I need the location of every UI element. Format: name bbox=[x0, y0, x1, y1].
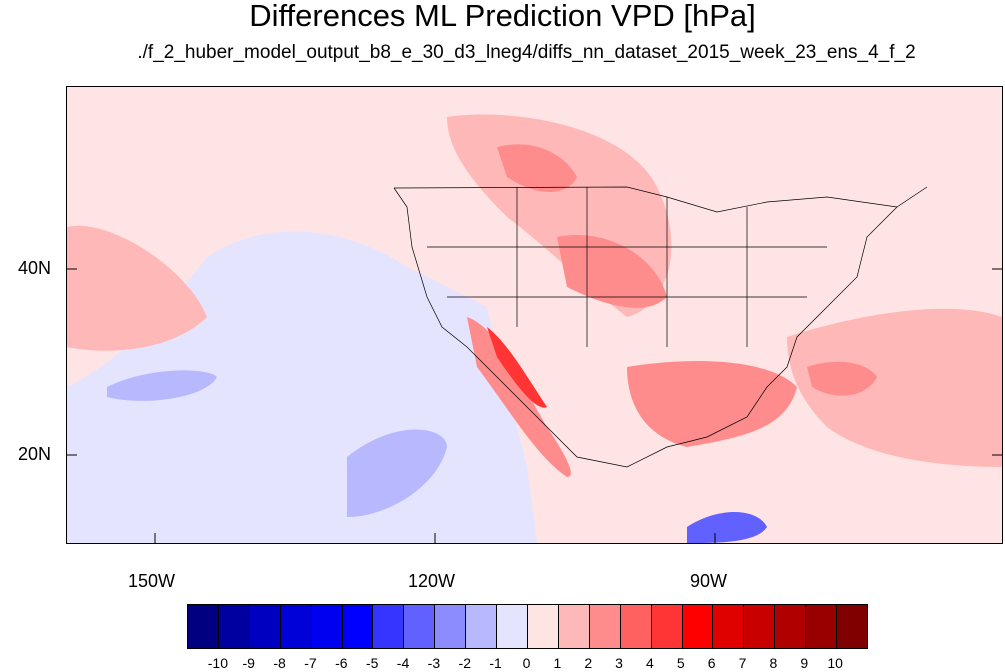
negative-anomaly-hawaii-east bbox=[107, 370, 217, 401]
colorbar-tick-label: -8 bbox=[273, 655, 286, 671]
negative-anomaly-pacific-south bbox=[347, 429, 447, 517]
colorbar-tick-label: -6 bbox=[335, 655, 348, 671]
colorbar-swatch bbox=[620, 605, 652, 648]
colorbar-tick-label: 9 bbox=[800, 655, 809, 671]
colorbar-tick-label: 8 bbox=[769, 655, 778, 671]
lon-tick-label: 90W bbox=[690, 571, 728, 591]
colorbar-swatch bbox=[497, 605, 528, 648]
colorbar-swatch bbox=[527, 605, 559, 648]
map-plot-area bbox=[66, 86, 1003, 544]
colorbar-swatch bbox=[466, 605, 498, 648]
colorbar-tick-label: 2 bbox=[584, 655, 593, 671]
colorbar-swatch bbox=[651, 605, 683, 648]
colorbar-swatch bbox=[280, 605, 312, 648]
lon-tick-label: 150W bbox=[128, 571, 176, 591]
colorbar-tick-label: 7 bbox=[738, 655, 747, 671]
positive-anomaly-west-pacific bbox=[67, 225, 207, 351]
colorbar-tick-label: -1 bbox=[489, 655, 502, 671]
colorbar-swatch bbox=[744, 605, 776, 648]
positive-anomaly-central bbox=[557, 235, 667, 308]
colorbar-tick-label: -2 bbox=[458, 655, 471, 671]
positive-anomaly-baja-core bbox=[487, 327, 547, 408]
colorbar-swatch bbox=[558, 605, 590, 648]
colorbar-swatch bbox=[342, 605, 374, 648]
colorbar-tick-label: 6 bbox=[707, 655, 716, 671]
colorbar-swatch bbox=[188, 605, 219, 648]
colorbar-tick-label: 1 bbox=[553, 655, 562, 671]
colorbar-tick-label: 0 bbox=[522, 655, 531, 671]
colorbar-tick-label: 3 bbox=[615, 655, 623, 671]
colorbar-swatch bbox=[806, 605, 838, 648]
colorbar-swatch bbox=[775, 605, 807, 648]
colorbar-swatch bbox=[837, 605, 867, 648]
colorbar bbox=[187, 604, 868, 649]
colorbar-swatch bbox=[311, 605, 343, 648]
colorbar-swatch bbox=[404, 605, 436, 648]
colorbar-tick-label: 5 bbox=[676, 655, 685, 671]
colorbar-tick-label: -5 bbox=[365, 655, 379, 671]
negative-anomaly-caribbean bbox=[687, 512, 767, 543]
vpd-difference-map bbox=[67, 87, 1002, 543]
colorbar-swatch bbox=[435, 605, 467, 648]
coastline-overlay bbox=[393, 186, 928, 468]
colorbar-tick-label: -9 bbox=[242, 655, 255, 671]
colorbar-tick-label: -10 bbox=[207, 655, 228, 671]
positive-anomaly-baja bbox=[467, 317, 571, 477]
colorbar-swatch bbox=[589, 605, 621, 648]
positive-anomaly-plains-core bbox=[497, 144, 577, 192]
axis-ticks bbox=[67, 268, 1002, 543]
lon-tick-label: 120W bbox=[408, 571, 456, 591]
map-title: Differences ML Prediction VPD [hPa] bbox=[249, 0, 756, 33]
lat-tick-label: 40N bbox=[18, 258, 52, 278]
colorbar-swatch bbox=[218, 605, 250, 648]
colorbar-swatch bbox=[713, 605, 745, 648]
colorbar-swatch bbox=[682, 605, 714, 648]
positive-anomaly-gulf bbox=[627, 361, 797, 447]
positive-anomaly-atlantic bbox=[787, 308, 1002, 467]
colorbar-tick-label: 4 bbox=[646, 655, 654, 671]
colorbar-tick-label: -7 bbox=[304, 655, 317, 671]
lat-tick-label: 20N bbox=[18, 444, 52, 464]
map-subtitle: ./f_2_huber_model_output_b8_e_30_d3_lneg… bbox=[137, 42, 916, 63]
colorbar-tick-label: -4 bbox=[396, 655, 410, 671]
colorbar-swatch bbox=[249, 605, 281, 648]
colorbar-tick-label: 10 bbox=[827, 655, 843, 671]
colorbar-swatch bbox=[373, 605, 405, 648]
positive-anomaly-atlantic-core bbox=[807, 361, 877, 396]
colorbar-tick-label: -3 bbox=[427, 655, 441, 671]
